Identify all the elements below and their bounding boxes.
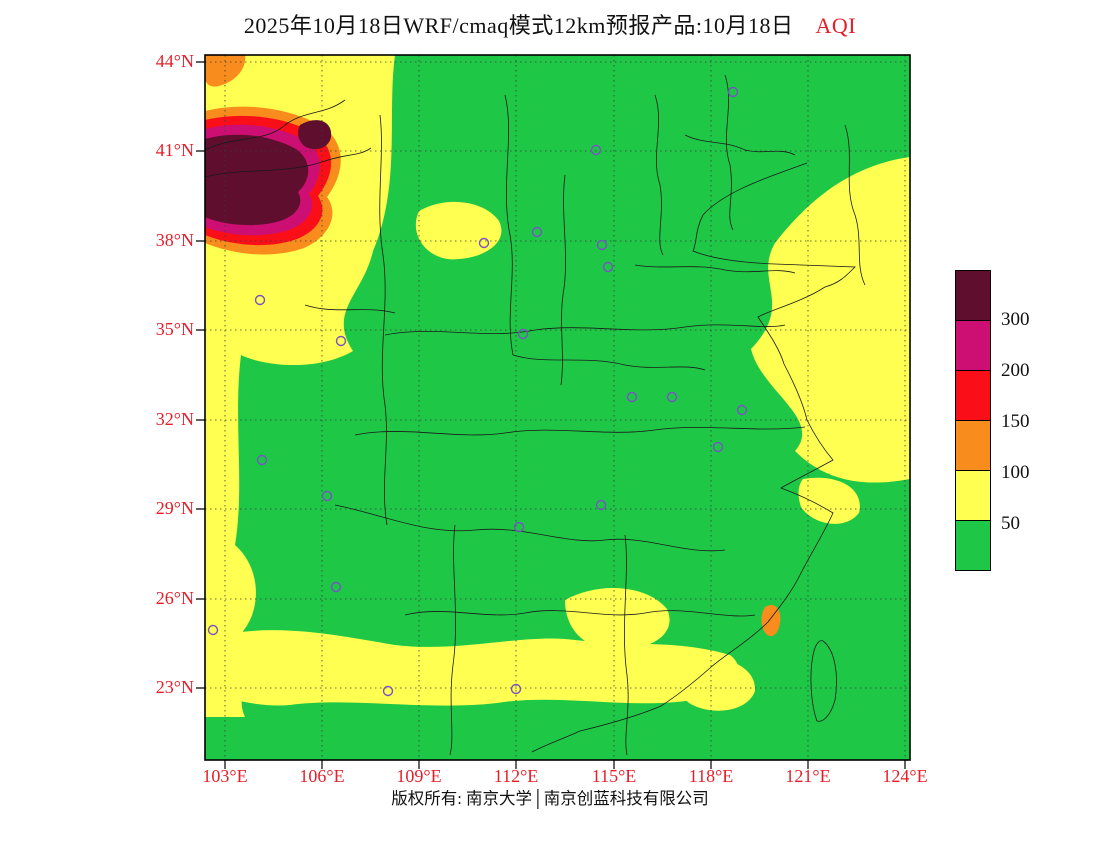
city-marker: [712, 441, 724, 453]
lat-label-44n: 44°N: [155, 51, 194, 71]
lon-label-121e: 121°E: [785, 766, 831, 786]
boundary-line: [449, 524, 456, 756]
city-marker: [207, 624, 219, 636]
city-marker: [666, 391, 678, 403]
title-pollutant-aqi: AQI: [815, 13, 857, 38]
boundary-line: [512, 354, 706, 371]
city-marker: [736, 404, 748, 416]
map-area: [196, 54, 911, 769]
city-marker: [595, 499, 607, 511]
boundary-line: [844, 124, 866, 286]
boundary-line: [379, 114, 388, 526]
legend-label-200: 200: [1001, 360, 1030, 381]
city-marker: [382, 685, 394, 697]
boundary-line: [404, 610, 756, 617]
legend-label-50: 50: [1001, 513, 1020, 534]
aqi-fill-yellow-regions: [205, 55, 910, 717]
boundary-line: [504, 94, 514, 356]
page-title: 2025年10月18日WRF/cmaq模式12km预报产品:10月18日 AQI: [0, 8, 1100, 40]
taiwan-coastline: [810, 640, 837, 722]
legend-cell-50-100: [955, 470, 991, 521]
aqi-fill-maroon-region: [205, 120, 332, 226]
legend-cell-under-50: [955, 520, 991, 571]
legend-cell-150-200: [955, 370, 991, 421]
boundary-line: [634, 264, 796, 274]
lat-label-35n: 35°N: [155, 319, 194, 339]
city-marker: [478, 237, 490, 249]
legend-cell-200-300: [955, 320, 991, 371]
aqi-fill-orange-regions: [205, 55, 781, 637]
lon-label-106e: 106°E: [299, 766, 345, 786]
aqi-legend: [955, 270, 991, 571]
city-marker: [254, 294, 266, 306]
legend-label-100: 100: [1001, 462, 1030, 483]
lon-label-109e: 109°E: [396, 766, 442, 786]
city-marker: [321, 490, 333, 502]
city-marker: [256, 454, 268, 466]
city-marker: [531, 226, 543, 238]
city-marker: [596, 239, 608, 251]
boundary-line: [334, 504, 726, 552]
city-marker: [727, 86, 739, 98]
lat-label-38n: 38°N: [155, 230, 194, 250]
lat-label-29n: 29°N: [155, 498, 194, 518]
lon-label-124e: 124°E: [882, 766, 928, 786]
lon-label-103e: 103°E: [202, 766, 248, 786]
map-frame: [204, 54, 911, 761]
legend-label-300: 300: [1001, 309, 1030, 330]
boundary-line: [654, 94, 664, 256]
lon-label-112e: 112°E: [493, 766, 539, 786]
legend-label-150: 150: [1001, 411, 1030, 432]
city-marker: [330, 581, 342, 593]
city-marker: [602, 261, 614, 273]
lon-label-118e: 118°E: [688, 766, 734, 786]
copyright-footer: 版权所有: 南京大学│南京创蓝科技有限公司: [391, 789, 709, 808]
coastline: [531, 162, 856, 753]
city-marker: [513, 521, 525, 533]
city-marker: [590, 144, 602, 156]
boundary-line: [354, 426, 806, 436]
city-markers: [207, 86, 748, 697]
legend-cell-100-150: [955, 420, 991, 471]
city-marker: [626, 391, 638, 403]
city-marker: [510, 683, 522, 695]
city-marker: [517, 328, 529, 340]
boundary-line: [624, 534, 629, 756]
boundary-line: [560, 174, 566, 386]
aqi-map-svg: [196, 54, 911, 769]
title-main: 2025年10月18日WRF/cmaq模式12km预报产品:10月18日: [243, 13, 794, 38]
province-boundaries: [204, 74, 866, 756]
lat-label-23n: 23°N: [155, 677, 194, 697]
axis-ticks: [196, 61, 906, 769]
boundary-line: [204, 147, 372, 178]
lat-label-41n: 41°N: [155, 140, 194, 160]
boundary-line: [384, 324, 786, 336]
lat-label-26n: 26°N: [155, 588, 194, 608]
boundary-line: [724, 74, 734, 231]
lat-label-32n: 32°N: [155, 409, 194, 429]
city-marker: [335, 335, 347, 347]
boundary-line: [204, 99, 346, 151]
legend-cell-over-300: [955, 270, 991, 321]
boundary-line: [304, 304, 396, 314]
lon-label-115e: 115°E: [591, 766, 637, 786]
